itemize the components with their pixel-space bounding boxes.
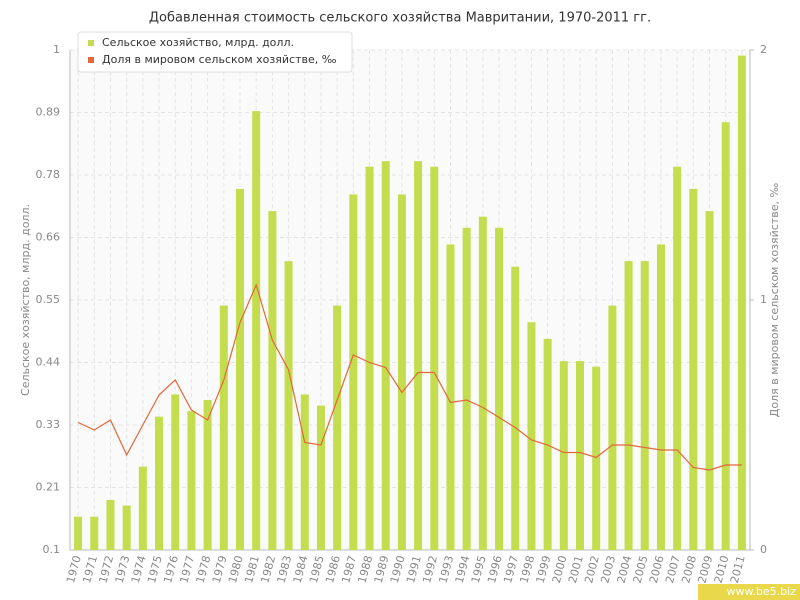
y-axis-label: Сельское хозяйство, млрд. долл. [19, 204, 32, 396]
watermark: www.be5.biz [726, 585, 796, 598]
bar [252, 111, 261, 550]
bar [656, 244, 665, 550]
y2-tick-label: 0 [760, 543, 767, 556]
y-tick-label: 0.89 [36, 106, 61, 119]
bar [155, 416, 164, 550]
bar [187, 411, 196, 550]
y2-tick-label: 2 [760, 43, 767, 56]
bar [349, 194, 358, 550]
bar [673, 166, 682, 550]
y-tick-label: 0.33 [36, 418, 61, 431]
bar [527, 322, 536, 550]
bar [462, 227, 471, 550]
bar [106, 500, 115, 550]
bar [74, 516, 83, 550]
y-tick-label: 0.66 [36, 231, 61, 244]
legend-label: Сельское хозяйство, млрд. долл. [102, 36, 294, 49]
legend: Сельское хозяйство, млрд. долл. Доля в ми… [77, 31, 353, 73]
y2-tick-label: 1 [760, 293, 767, 306]
y-tick-label: 0.21 [36, 481, 61, 494]
bar [316, 405, 325, 550]
bar [397, 194, 406, 550]
legend-swatch [88, 57, 94, 63]
bar [576, 361, 584, 550]
y-tick-label: 0.78 [36, 168, 61, 181]
bar [446, 244, 455, 550]
bar [495, 227, 504, 550]
bar [284, 261, 293, 550]
watermark-bg [698, 584, 800, 600]
y-tick-label: 0.44 [36, 356, 61, 369]
bar [138, 466, 147, 550]
bar [236, 188, 244, 550]
bar [90, 516, 99, 550]
y-tick-label: 0.1 [43, 543, 61, 556]
bar [478, 216, 487, 550]
bar [333, 305, 342, 550]
bar [592, 366, 601, 550]
bar [624, 261, 633, 550]
bar [689, 188, 698, 550]
bar [511, 266, 520, 550]
bar [705, 211, 714, 550]
y-tick-label: 0.55 [36, 293, 61, 306]
legend-label: Доля в мировом сельском хозяйстве, ‰ [102, 53, 337, 66]
bar [721, 122, 730, 550]
bar [381, 161, 390, 550]
bar [171, 394, 180, 550]
bar [430, 166, 439, 550]
bar [559, 361, 568, 550]
bar [414, 161, 423, 550]
legend-box [77, 31, 353, 73]
bar [640, 261, 649, 550]
bar [203, 400, 212, 550]
y2-axis-label: Доля в мировом сельском хозяйстве, ‰ [768, 183, 781, 418]
bar [219, 305, 228, 550]
bar [122, 505, 131, 550]
y-tick-label: 1 [53, 43, 60, 56]
bar [268, 211, 277, 550]
legend-swatch [88, 40, 94, 46]
bar [300, 394, 309, 550]
bar [365, 166, 374, 550]
bar [737, 55, 746, 551]
bar [608, 305, 617, 550]
chart-title: Добавленная стоимость сельского хозяйств… [149, 11, 651, 26]
line [77, 283, 742, 471]
